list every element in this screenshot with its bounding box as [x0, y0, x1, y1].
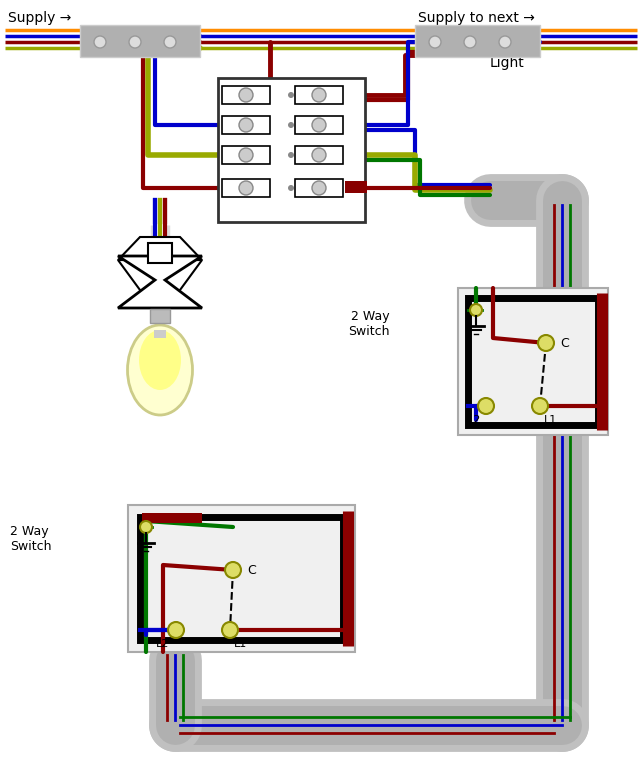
Text: Light: Light	[490, 56, 525, 70]
Circle shape	[288, 122, 294, 128]
Text: C: C	[247, 564, 256, 577]
Bar	[345, 181, 367, 193]
Circle shape	[239, 118, 253, 132]
Circle shape	[532, 398, 548, 414]
Bar	[142, 513, 202, 523]
Circle shape	[464, 36, 476, 48]
Bar	[295, 179, 343, 197]
Circle shape	[129, 36, 141, 48]
Circle shape	[239, 88, 253, 102]
Bar	[150, 309, 170, 323]
Text: 2 Way
Switch: 2 Way Switch	[349, 310, 390, 338]
Bar	[295, 146, 343, 164]
Polygon shape	[118, 260, 202, 310]
Bar	[222, 179, 270, 197]
Circle shape	[499, 36, 511, 48]
Text: L2: L2	[156, 639, 169, 649]
Circle shape	[312, 181, 326, 195]
Circle shape	[470, 304, 482, 316]
Bar	[222, 116, 270, 134]
Circle shape	[429, 36, 441, 48]
Bar	[295, 86, 343, 104]
Circle shape	[225, 562, 241, 578]
Circle shape	[288, 152, 294, 158]
Bar	[140, 517, 343, 640]
Text: C: C	[560, 336, 569, 349]
Bar	[128, 505, 355, 652]
Circle shape	[312, 118, 326, 132]
Text: L2: L2	[468, 415, 482, 425]
Bar	[295, 116, 343, 134]
Text: L1: L1	[544, 415, 557, 425]
Text: 2 Way
Switch: 2 Way Switch	[10, 525, 51, 553]
Bar	[218, 78, 365, 222]
Circle shape	[164, 36, 176, 48]
Bar	[80, 25, 200, 57]
Polygon shape	[118, 237, 202, 260]
Text: Supply to next →: Supply to next →	[418, 11, 535, 25]
Bar	[415, 25, 540, 57]
Bar	[148, 243, 172, 263]
Circle shape	[538, 335, 554, 351]
Circle shape	[312, 148, 326, 162]
Circle shape	[222, 622, 238, 638]
Bar	[154, 330, 166, 338]
Ellipse shape	[139, 330, 181, 390]
Circle shape	[288, 185, 294, 191]
Circle shape	[140, 521, 152, 533]
Bar	[222, 86, 270, 104]
Bar	[222, 146, 270, 164]
Circle shape	[239, 181, 253, 195]
Circle shape	[239, 148, 253, 162]
Ellipse shape	[128, 325, 193, 415]
Polygon shape	[118, 256, 202, 308]
Circle shape	[168, 622, 184, 638]
Circle shape	[478, 398, 494, 414]
Circle shape	[94, 36, 106, 48]
Bar	[458, 288, 608, 435]
Text: Supply →: Supply →	[8, 11, 71, 25]
Circle shape	[288, 92, 294, 98]
Bar	[468, 298, 598, 425]
Text: L1: L1	[234, 639, 247, 649]
Circle shape	[312, 88, 326, 102]
